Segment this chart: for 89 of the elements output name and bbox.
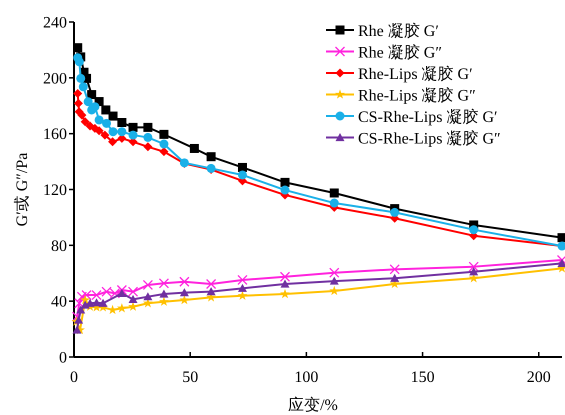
point [74, 98, 83, 108]
point [78, 82, 88, 92]
point [76, 292, 88, 302]
point [74, 316, 84, 324]
y-tick-label: 200 [43, 70, 67, 88]
legend-label: Rhe 凝胶 G′ [358, 22, 439, 40]
legend-label: CS-Rhe-Lips 凝胶 G″ [358, 130, 501, 148]
legend-label: CS-Rhe-Lips 凝胶 G′ [358, 108, 498, 126]
legend-label: Rhe-Lips 凝胶 G″ [358, 86, 476, 104]
point [280, 186, 290, 195]
point [390, 264, 400, 274]
point [108, 127, 118, 136]
point [468, 262, 479, 272]
point [117, 127, 126, 136]
x-tick-label: 150 [410, 369, 435, 386]
point [159, 290, 168, 298]
point [329, 268, 340, 278]
x-axis-title: 应变/% [288, 396, 338, 414]
y-tick-label: 240 [43, 14, 67, 32]
y-tick-label: 40 [51, 294, 67, 311]
legend-label: Rhe-Lips 凝胶 G′ [358, 65, 473, 83]
point [159, 139, 168, 148]
point [128, 130, 138, 140]
point [102, 118, 112, 128]
point [330, 276, 339, 285]
point [90, 102, 100, 112]
y-tick-label: 0 [59, 350, 67, 366]
point [143, 122, 152, 132]
point [159, 130, 168, 139]
point [190, 144, 199, 153]
point [206, 152, 216, 162]
point [128, 294, 138, 303]
x-tick-label: 0 [70, 369, 78, 386]
y-tick-label: 160 [43, 126, 67, 144]
point [116, 303, 127, 312]
point [73, 88, 82, 98]
point [143, 132, 152, 142]
point [128, 302, 138, 311]
point [100, 130, 110, 140]
point [76, 305, 86, 314]
legend-label: Rhe 凝胶 G″ [358, 44, 442, 62]
point [108, 112, 118, 121]
point [237, 274, 248, 286]
point [101, 105, 110, 114]
point [179, 294, 190, 304]
x-tick-label: 50 [182, 369, 198, 386]
point [158, 278, 170, 288]
point [159, 147, 168, 156]
point [238, 284, 247, 292]
point [117, 288, 126, 297]
point [76, 74, 86, 83]
point [84, 97, 93, 106]
point [238, 170, 247, 180]
point [143, 292, 152, 300]
point [94, 126, 104, 136]
point [238, 162, 247, 172]
point [128, 122, 138, 132]
point [74, 57, 84, 66]
point [330, 198, 339, 208]
point [80, 117, 90, 126]
y-axis-title: G′或 G″/Pa [13, 152, 31, 226]
point [94, 115, 104, 124]
point [98, 298, 108, 307]
point [74, 298, 84, 308]
point [329, 286, 340, 296]
point [117, 118, 126, 127]
point [180, 288, 189, 296]
point [280, 280, 290, 288]
point [280, 178, 290, 187]
point [206, 278, 216, 290]
point [159, 296, 169, 306]
y-tick-label: 120 [43, 182, 67, 199]
point [390, 274, 400, 282]
point [108, 137, 118, 146]
point [72, 326, 82, 334]
point [206, 287, 216, 296]
point [280, 288, 290, 298]
point [238, 290, 248, 300]
point [469, 225, 478, 234]
point [390, 208, 400, 217]
point [179, 276, 190, 287]
x-tick-label: 200 [526, 369, 551, 386]
point [142, 280, 154, 290]
point [330, 188, 339, 198]
y-tick-label: 80 [51, 238, 67, 255]
point [143, 142, 152, 152]
point [280, 272, 290, 282]
x-tick-label: 100 [294, 369, 318, 386]
point [469, 267, 478, 276]
